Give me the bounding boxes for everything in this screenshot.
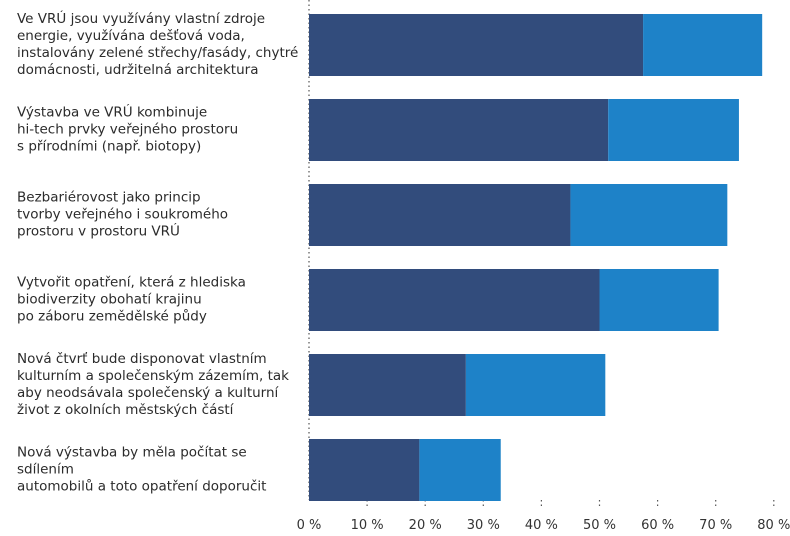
x-tick-label: 50 % <box>583 518 616 533</box>
bar-segment-1 <box>309 184 571 246</box>
x-tick-label: 80 % <box>757 518 790 533</box>
bar-segment-1 <box>309 99 609 161</box>
bar-segment-2 <box>419 439 501 501</box>
bar-segment-2 <box>599 269 719 331</box>
bar-segment-1 <box>309 269 600 331</box>
x-tick-label: 0 % <box>297 518 322 533</box>
x-tick-label: 60 % <box>641 518 674 533</box>
bar-segment-2 <box>643 14 763 76</box>
bar-segment-2 <box>465 354 606 416</box>
x-tick-label: 30 % <box>467 518 500 533</box>
category-label: Výstavba ve VRÚ kombinuje hi-tech prvky … <box>17 104 239 155</box>
bar-segment-2 <box>608 99 739 161</box>
x-tick-label: 40 % <box>525 518 558 533</box>
category-label: Nová čtvrť bude disponovat vlastním kult… <box>17 351 289 418</box>
bar-segment-2 <box>570 184 728 246</box>
category-label: Nová výstavba by měla počítat se sdílení… <box>17 444 267 495</box>
bar-segment-1 <box>309 14 644 76</box>
bar-segment-1 <box>309 439 420 501</box>
x-tick-label: 10 % <box>351 518 384 533</box>
category-label: Bezbariérovost jako princip tvorby veřej… <box>17 189 229 240</box>
x-tick-label: 20 % <box>409 518 442 533</box>
bar-segment-1 <box>309 354 466 416</box>
category-label: Vytvořit opatření, která z hlediska biod… <box>17 274 246 325</box>
x-tick-label: 70 % <box>699 518 732 533</box>
category-label: Ve VRÚ jsou využívány vlastní zdroje ene… <box>17 11 299 78</box>
